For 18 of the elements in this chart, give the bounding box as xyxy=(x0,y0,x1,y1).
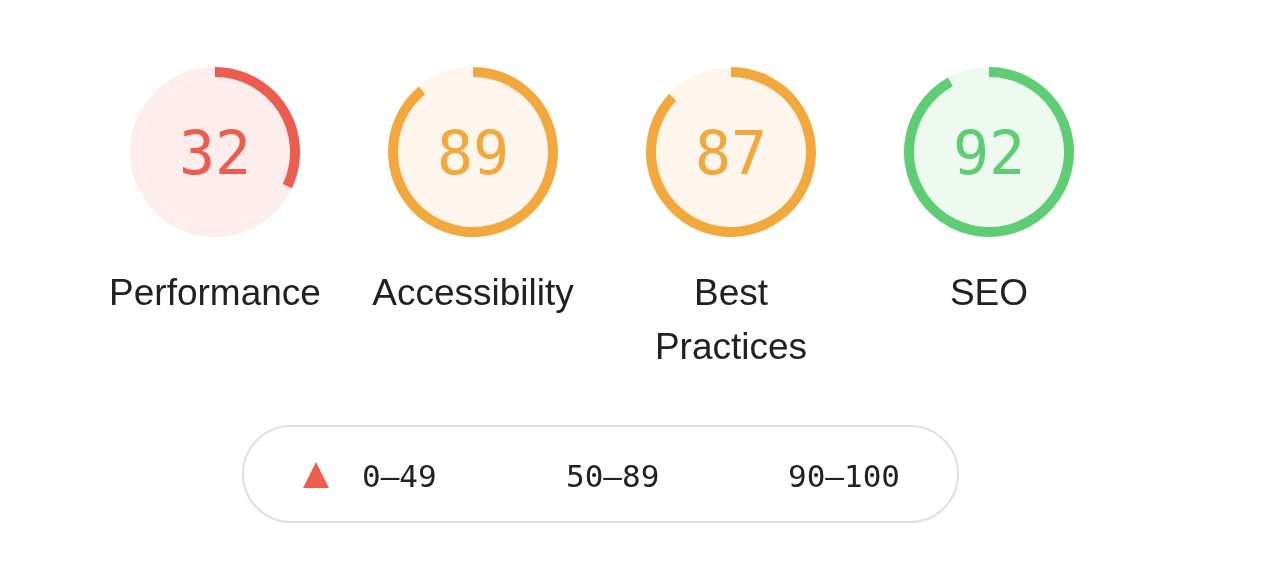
text: Performance xyxy=(109,272,321,313)
data-label: 89 xyxy=(436,118,510,188)
donut-slice xyxy=(418,67,473,95)
text: 90–100 xyxy=(788,458,900,494)
text: SEO xyxy=(949,272,1029,313)
text: 50–89 xyxy=(566,458,660,494)
donut-slice xyxy=(948,67,989,87)
data-label: 32 xyxy=(178,118,252,188)
donut-slice xyxy=(388,67,558,237)
donut-slice xyxy=(669,67,731,101)
text: Accessibility xyxy=(372,272,575,313)
donut-slice xyxy=(130,67,292,237)
donut-slice xyxy=(646,67,816,237)
text: 0–49 xyxy=(362,458,437,494)
data-label: 92 xyxy=(952,118,1026,188)
donut-slice xyxy=(904,67,1074,237)
data-label: 87 xyxy=(694,118,768,188)
text: Best Practices xyxy=(654,272,808,367)
